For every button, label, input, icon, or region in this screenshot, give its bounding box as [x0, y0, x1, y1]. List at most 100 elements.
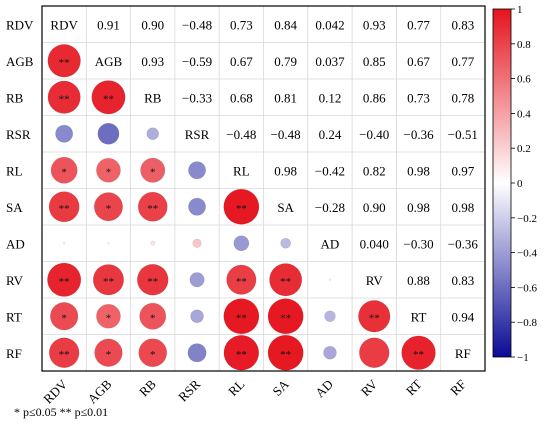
column-label: RL: [225, 376, 247, 398]
colorbar-tick-label: 1: [517, 4, 523, 16]
column-label: RT: [403, 376, 425, 398]
row-label: RT: [6, 309, 22, 324]
coefficient-label: 0.85: [363, 54, 386, 69]
coefficient-label: −0.28: [315, 200, 345, 215]
coefficient-label: −0.59: [182, 54, 212, 69]
correlation-circle: [223, 334, 260, 371]
coefficient-label: 0.93: [141, 54, 164, 69]
correlation-circle: [47, 80, 81, 114]
coefficient-label: −0.36: [404, 127, 435, 142]
coefficient-label: 0.81: [274, 90, 297, 105]
column-label: RDV: [40, 376, 70, 406]
significance-mark: *: [150, 312, 156, 324]
coefficient-label: 0.88: [407, 273, 430, 288]
correlation-circle: [47, 262, 82, 297]
marks-layer: RDV 0.91 0.90 −0.48 0.73 0.84 0.042 0.93 0.77 0.8…: [47, 17, 479, 371]
correlation-circle: [63, 242, 66, 245]
correlation-circle: [223, 298, 260, 335]
coefficient-label: −0.33: [182, 90, 212, 105]
coefficient-label: 0.83: [451, 17, 474, 32]
row-label: SA: [6, 200, 23, 215]
column-label: AGB: [85, 376, 115, 406]
correlation-circle: [50, 156, 78, 184]
significance-mark: **: [59, 93, 70, 105]
column-labels: RDV AGB RB RSR RL SA AD RV RT RF: [40, 376, 469, 406]
coefficient-label: 0.040: [360, 236, 389, 251]
column-label: RSR: [175, 376, 203, 404]
row-label: RL: [6, 163, 23, 178]
significance-mark: **: [369, 312, 380, 324]
coefficient-label: −0.48: [226, 127, 256, 142]
significance-mark: **: [280, 312, 291, 324]
colorbar-tick-label: −0.6: [517, 282, 537, 294]
column-label: RB: [136, 376, 159, 399]
column-label: RF: [447, 377, 469, 399]
correlation-circle: [139, 302, 167, 330]
correlation-circle: [188, 161, 206, 180]
significance-mark: *: [106, 349, 112, 361]
colorbar-tick-label: 0: [517, 178, 523, 190]
row-label: AGB: [6, 54, 34, 69]
coefficient-label: 0.73: [230, 17, 253, 32]
diagonal-label: RDV: [50, 17, 78, 32]
coefficient-label: 0.79: [274, 54, 297, 69]
correlation-circle: [150, 240, 156, 246]
coefficient-label: 0.90: [141, 17, 164, 32]
coefficient-label: 0.84: [274, 17, 297, 32]
significance-mark: **: [280, 349, 291, 361]
coefficient-label: 0.78: [451, 90, 474, 105]
correlation-circle: [358, 300, 391, 333]
correlation-circle: [267, 298, 304, 335]
significance-mark: *: [61, 166, 67, 178]
coefficient-label: 0.98: [274, 163, 297, 178]
diagonal-label: RSR: [185, 127, 210, 142]
correlation-circle: [401, 335, 436, 370]
correlation-circle: [269, 263, 303, 297]
correlation-circle: [233, 235, 250, 252]
diagonal-label: RF: [455, 346, 471, 361]
correlation-circle: [94, 338, 123, 367]
coefficient-label: 0.94: [451, 309, 474, 324]
significance-mark: *: [106, 166, 112, 178]
diagonal-label: SA: [277, 200, 294, 215]
correlation-circle: [187, 343, 207, 363]
coefficient-label: 0.24: [319, 127, 342, 142]
significance-mark: **: [147, 276, 158, 288]
coefficient-label: 0.73: [407, 90, 430, 105]
significance-mark: *: [106, 203, 112, 215]
significance-mark: **: [280, 276, 291, 288]
significance-mark: **: [236, 203, 247, 215]
row-label: RV: [6, 273, 24, 288]
significance-mark: **: [59, 203, 70, 215]
significance-mark: **: [236, 312, 247, 324]
coefficient-label: 0.98: [451, 200, 474, 215]
correlation-circle: [140, 157, 166, 183]
significance-mark: **: [147, 203, 158, 215]
coefficient-label: −0.36: [448, 236, 479, 251]
correlation-circle: [93, 192, 123, 222]
significance-mark: *: [61, 312, 67, 324]
correlation-circle: [324, 310, 336, 322]
colorbar-tick-label: 0.6: [517, 74, 531, 86]
colorbar-tick-label: −0.2: [517, 213, 537, 225]
colorbar-tick-label: −1: [517, 352, 529, 364]
coefficient-label: 0.037: [315, 54, 345, 69]
diagonal-label: RL: [233, 163, 250, 178]
correlation-circle: [280, 237, 291, 249]
correlation-circle: [107, 242, 110, 245]
diagonal-label: AD: [321, 236, 340, 251]
correlation-circle: [96, 157, 121, 183]
coefficient-label: 0.86: [363, 90, 386, 105]
colorbar-tick-label: 0.8: [517, 39, 531, 51]
coefficient-label: 0.82: [363, 163, 386, 178]
significance-mark: **: [59, 276, 70, 288]
significance-mark: *: [106, 312, 112, 324]
row-label: RDV: [6, 17, 34, 32]
colorbar-gradient: [492, 8, 512, 358]
correlation-circle: [96, 303, 121, 329]
correlation-circle: [146, 127, 159, 140]
correlation-circle: [138, 338, 168, 368]
correlation-circle: [97, 122, 120, 145]
coefficient-label: 0.67: [230, 54, 253, 69]
